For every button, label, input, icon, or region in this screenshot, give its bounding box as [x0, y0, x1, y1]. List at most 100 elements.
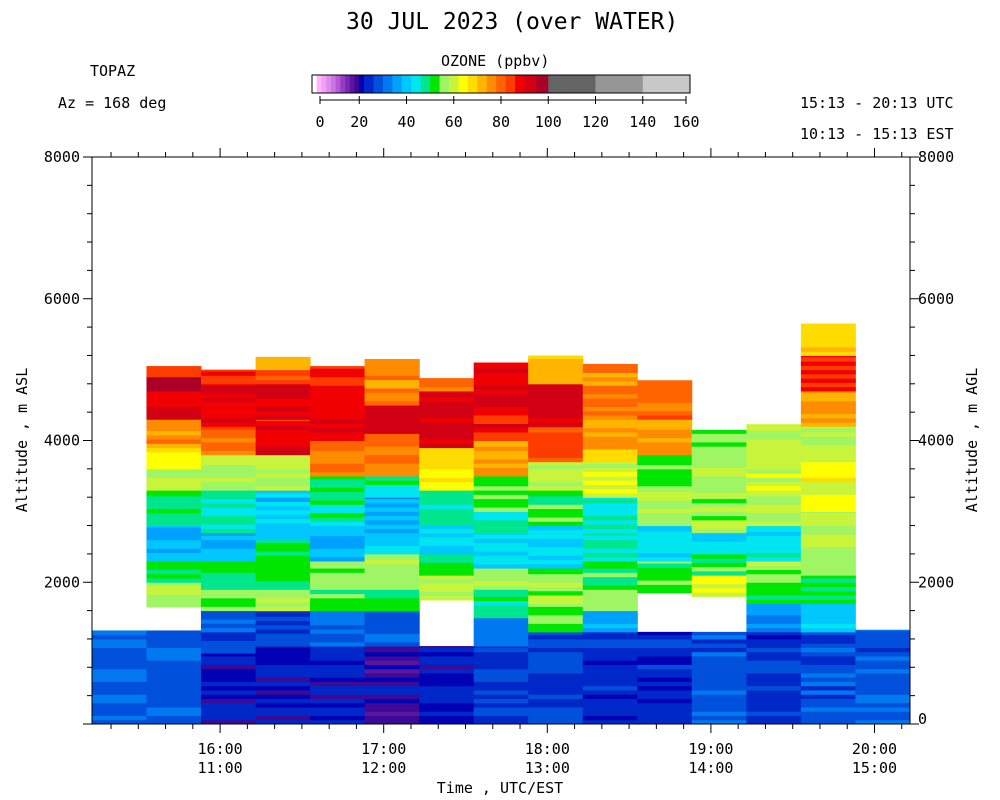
- ozone-cell: [637, 385, 693, 390]
- ozone-cell: [419, 591, 475, 597]
- ozone-cell: [800, 538, 856, 544]
- ozone-cell: [146, 638, 202, 644]
- x-tick-label-utc: 20:00: [852, 740, 897, 758]
- ozone-cell: [364, 366, 420, 372]
- ozone-cell: [637, 508, 693, 514]
- ozone-cell: [637, 560, 693, 564]
- ozone-cell: [364, 651, 420, 657]
- ozone-cell: [310, 512, 366, 518]
- ozone-cell: [637, 556, 693, 562]
- ozone-cell: [146, 672, 202, 678]
- ozone-cell: [855, 664, 911, 670]
- ozone-cell: [528, 405, 584, 410]
- ozone-cell: [582, 580, 638, 586]
- ozone-cell: [528, 655, 584, 661]
- ozone-cell: [746, 556, 802, 562]
- ozone-cell: [582, 593, 638, 599]
- ozone-cell: [473, 572, 529, 578]
- ozone-cell: [800, 422, 856, 427]
- ozone-cell: [582, 631, 638, 636]
- ozone-cell: [200, 468, 257, 474]
- ozone-cell: [528, 559, 584, 565]
- ozone-cell: [310, 372, 366, 378]
- ozone-cell: [255, 514, 311, 519]
- ozone-cell: [146, 376, 202, 379]
- ozone-cell: [419, 685, 475, 691]
- ozone-cell: [691, 631, 747, 636]
- ozone-cell: [582, 638, 638, 644]
- ozone-cell: [473, 689, 529, 695]
- ozone-cell: [255, 572, 311, 578]
- ozone-cell: [800, 369, 856, 375]
- x-tick-label-utc: 19:00: [688, 740, 733, 758]
- ozone-cell: [473, 419, 529, 424]
- ozone-cell: [637, 521, 693, 527]
- ozone-cell: [473, 498, 529, 504]
- ozone-cell: [146, 526, 202, 532]
- ozone-cell: [200, 627, 257, 633]
- utc-range-label: 15:13 - 20:13 UTC: [800, 94, 954, 112]
- ozone-cell: [582, 363, 638, 369]
- ozone-cell: [473, 485, 529, 491]
- ozone-cell: [255, 633, 311, 639]
- ozone-cell: [800, 481, 856, 487]
- ozone-cell: [255, 551, 311, 556]
- ozone-cell: [473, 681, 529, 687]
- ozone-cell: [473, 463, 529, 468]
- ozone-cell: [528, 689, 584, 695]
- ozone-cell: [691, 715, 747, 721]
- ozone-cell: [255, 437, 311, 443]
- ozone-cell: [146, 685, 202, 691]
- ozone-cell: [582, 711, 638, 716]
- ozone-cell: [800, 529, 856, 535]
- ozone-cell: [691, 446, 747, 451]
- ozone-cell: [746, 473, 802, 478]
- ozone-cell: [419, 646, 475, 648]
- ozone-cell: [364, 585, 420, 590]
- ozone-cell: [582, 372, 638, 378]
- ozone-cell: [746, 495, 802, 501]
- ozone-cell: [473, 524, 529, 529]
- ozone-cell: [200, 614, 257, 620]
- ozone-cell: [855, 668, 911, 674]
- ozone-cell: [800, 698, 856, 704]
- ozone-cell: [528, 660, 584, 665]
- ozone-cell: [200, 698, 257, 704]
- ozone-cell: [582, 689, 638, 695]
- ozone-cell: [582, 480, 638, 485]
- ozone-cell: [800, 498, 856, 504]
- ozone-cell: [746, 627, 802, 633]
- ozone-cell: [800, 577, 856, 583]
- ozone-cell: [146, 548, 202, 553]
- ozone-cell: [200, 648, 257, 654]
- ozone-cell: [364, 647, 420, 653]
- ozone-cell: [473, 502, 529, 508]
- ozone-cell: [637, 450, 693, 456]
- ozone-cell: [691, 519, 747, 525]
- ozone-cell: [746, 512, 802, 518]
- ozone-cell: [637, 548, 693, 553]
- ozone-cell: [310, 672, 366, 678]
- ozone-cell: [364, 610, 420, 613]
- ozone-cell: [582, 368, 638, 373]
- ozone-cell: [146, 422, 202, 427]
- ozone-cell: [200, 681, 257, 687]
- ozone-cell: [582, 568, 638, 573]
- ozone-cell: [691, 502, 747, 508]
- colorbar-tick-label: 60: [444, 113, 463, 131]
- ozone-cell: [146, 393, 202, 399]
- ozone-cell: [200, 528, 257, 534]
- ozone-cell: [746, 672, 802, 678]
- ozone-cell: [746, 655, 802, 661]
- ozone-cell: [146, 573, 202, 579]
- ozone-cell: [200, 672, 257, 678]
- ozone-cell: [419, 451, 475, 457]
- ozone-cell: [582, 444, 638, 450]
- ozone-cell: [473, 563, 529, 569]
- ozone-cell: [855, 685, 911, 691]
- ozone-cell: [310, 576, 366, 582]
- ozone-cell: [364, 719, 420, 725]
- ozone-cell: [800, 396, 856, 402]
- ozone-cell: [310, 711, 366, 716]
- colorbar-bin-24: [486, 75, 497, 93]
